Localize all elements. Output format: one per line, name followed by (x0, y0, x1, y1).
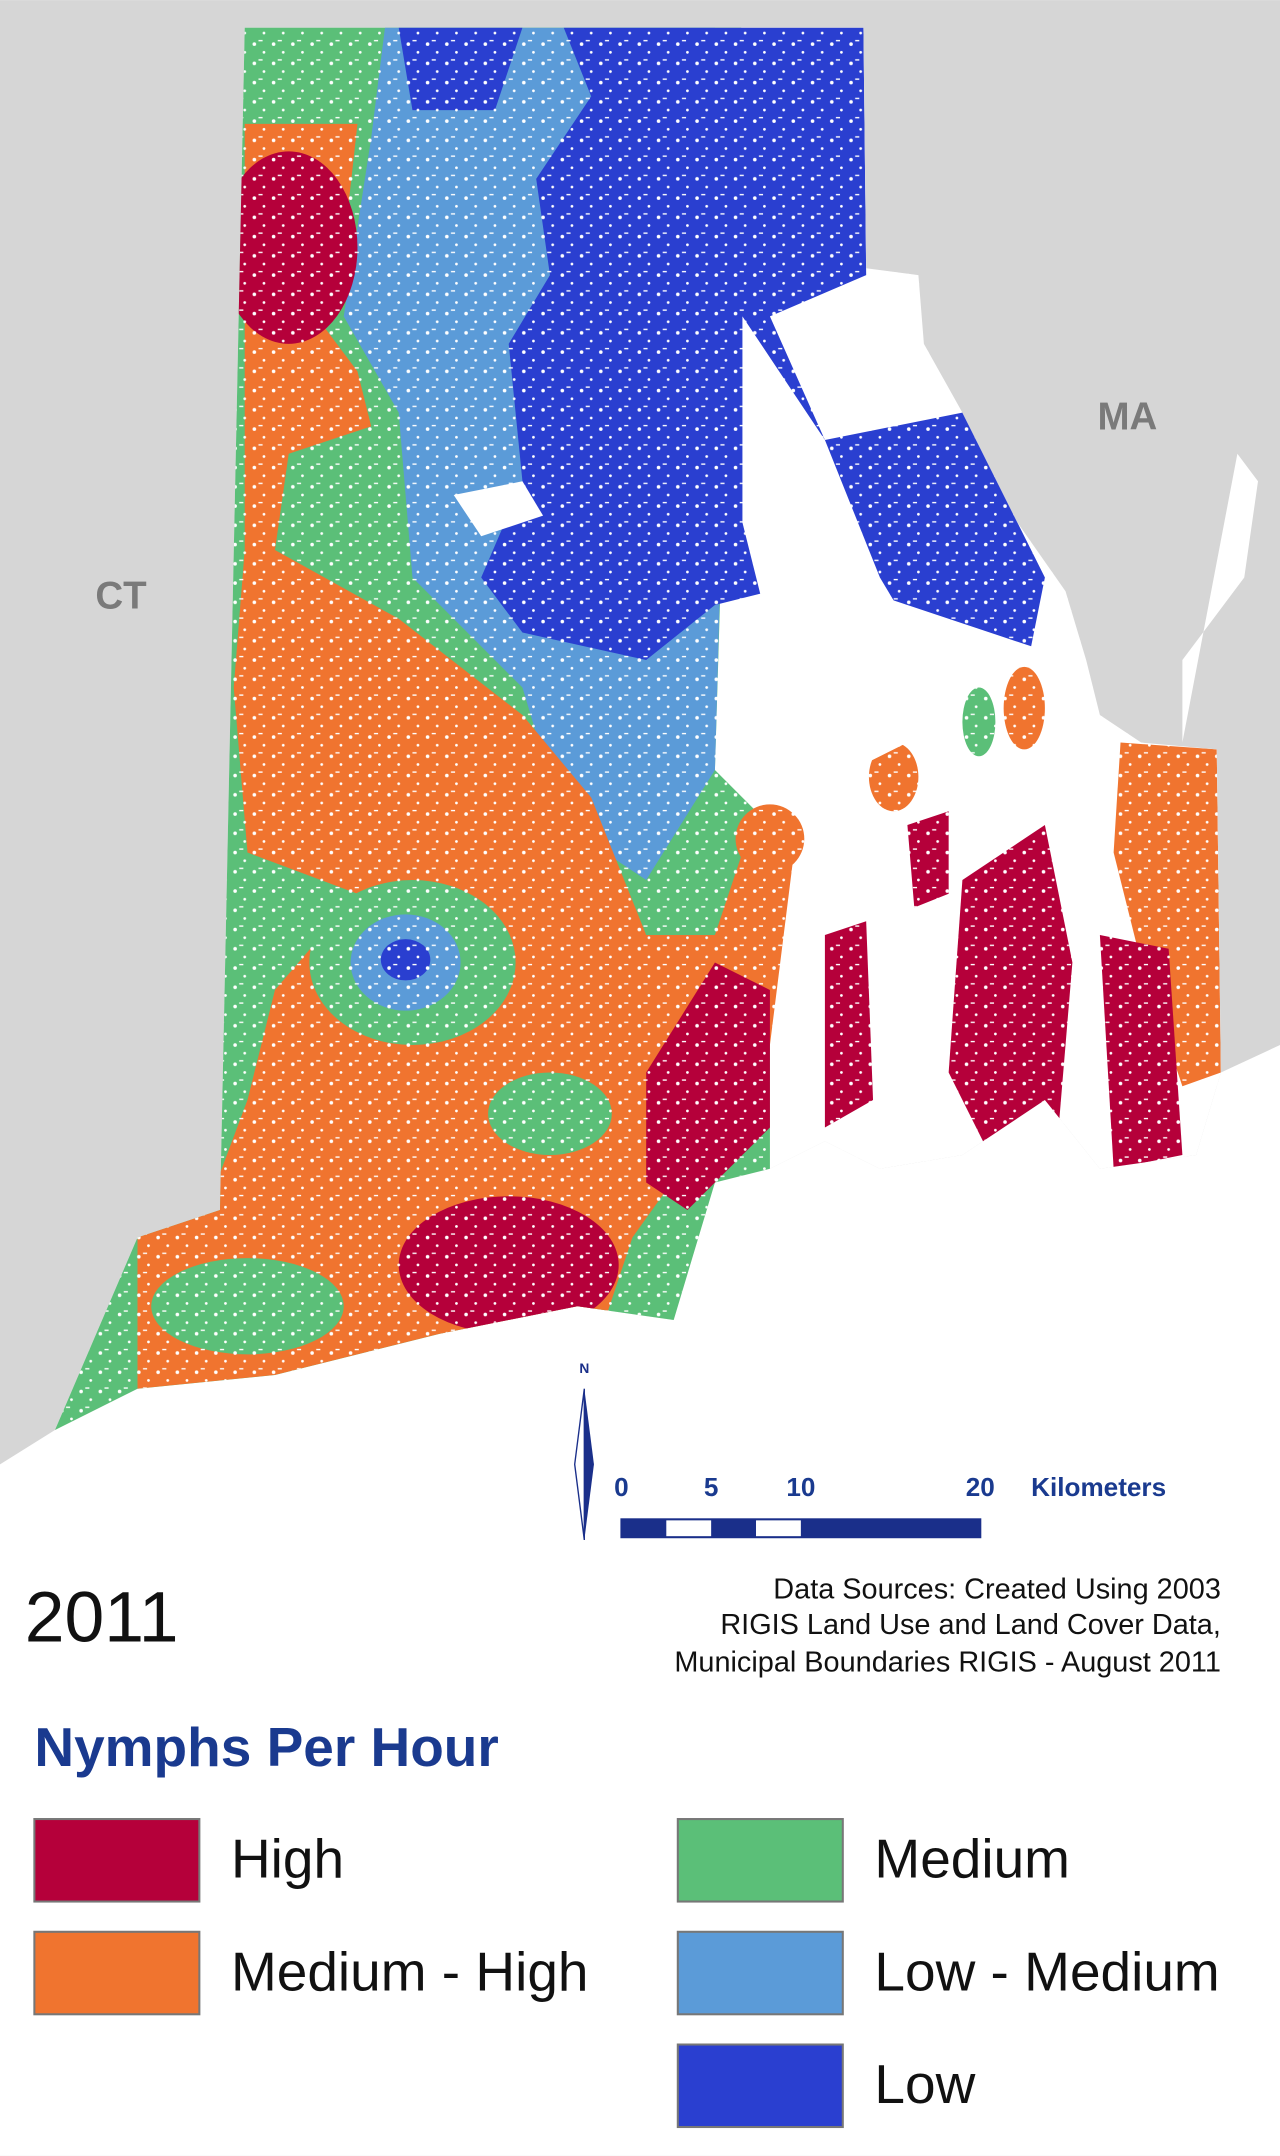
legend-label: Low - Medium (874, 1940, 1219, 2002)
scale-bar-segment (621, 1519, 667, 1538)
state-label: MA (1097, 396, 1157, 439)
legend-swatch (676, 1930, 844, 2016)
scale-tick-label: 10 (786, 1472, 815, 1502)
legend-label: Medium (874, 1828, 1070, 1890)
legend-label: Low (874, 2053, 975, 2115)
legend-swatch (676, 1818, 844, 1903)
scale-tick-label: 20 (966, 1472, 995, 1502)
legend-swatch (33, 1930, 201, 2016)
legend-label: Medium - High (231, 1940, 589, 2002)
ocean (0, 1045, 1280, 2156)
scale-bar-segment (711, 1519, 757, 1538)
legend-swatch (676, 2043, 844, 2129)
state-label: CT (95, 574, 147, 617)
data-source-line: Data Sources: Created Using 2003 (773, 1573, 1221, 1605)
legend-title: Nymphs Per Hour (34, 1716, 498, 1778)
scale-bar: 0 5 10 20 (614, 1472, 995, 1539)
legend-label: High (231, 1828, 344, 1890)
scale-bar-segment (800, 1519, 981, 1538)
north-label: N (579, 1361, 589, 1376)
year: 2011 (25, 1577, 179, 1657)
legend: High Medium - High Medium Low - Medium Low (33, 1818, 1220, 2129)
scale-tick-label: 0 (614, 1472, 629, 1502)
scale-unit: Kilometers (1031, 1472, 1166, 1502)
data-source-line: RIGIS Land Use and Land Cover Data, (720, 1609, 1221, 1641)
scale-tick-label: 5 (704, 1472, 719, 1502)
data-source-line: Municipal Boundaries RIGIS - August 2011 (674, 1646, 1220, 1678)
legend-swatch (33, 1818, 201, 1903)
north-arrow-half (574, 1388, 586, 1541)
river (1182, 453, 1259, 743)
